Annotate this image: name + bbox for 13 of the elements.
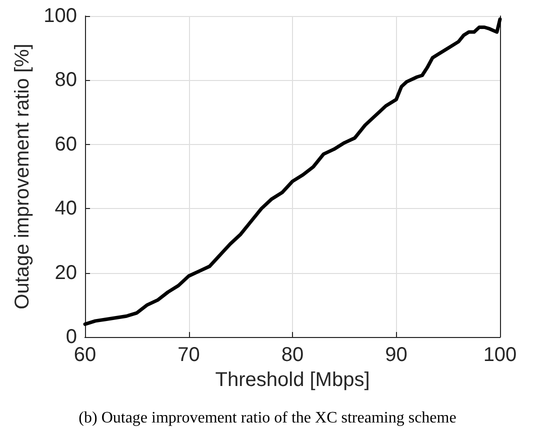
y-tick-label: 60 [54,133,77,156]
y-tick-label: 20 [54,262,77,284]
y-tick-label: 80 [54,69,77,92]
x-tick-label: 90 [385,344,408,366]
text: (b) Outage improvement ratio of the XC streaming scheme [78,410,456,426]
y-tick-label: 100 [44,5,77,27]
x-tick-label: 100 [483,344,517,366]
x-tick-label: 70 [178,344,200,366]
x-axis-title: Threshold [Mbps] [215,368,370,391]
y-tick-label: 40 [54,198,77,220]
x-tick-label: 80 [281,344,304,366]
y-axis-title: Outage improvement ratio [%] [12,44,34,310]
line-series [83,17,502,326]
